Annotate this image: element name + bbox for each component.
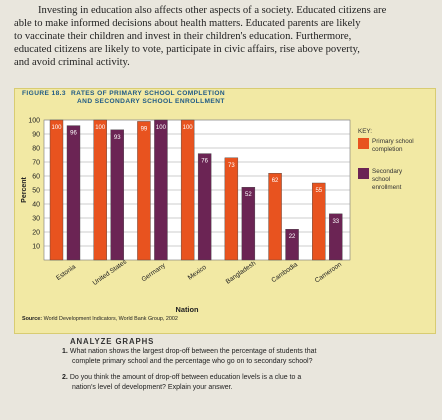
question-text: nation's level of development? Explain y… [72, 384, 233, 391]
data-label: 55 [315, 188, 322, 194]
data-label: 22 [289, 234, 296, 240]
primary-bar [49, 119, 64, 261]
x-tick-label: Cameroon [314, 261, 344, 285]
secondary-bar [154, 119, 168, 261]
intro-line: able to make informed decisions about he… [14, 18, 361, 29]
y-tick-label: 50 [32, 188, 40, 195]
secondary-bar [329, 213, 343, 261]
legend-item-secondary: Secondary school enrollment [358, 168, 414, 192]
primary-bar [268, 173, 282, 261]
question-text: Do you think the amount of drop-off betw… [69, 374, 302, 381]
y-tick-label: 60 [32, 174, 40, 181]
data-label: 93 [114, 135, 121, 141]
figure-title: FIGURE 18.3 RATES OF PRIMARY SCHOOL COMPL… [22, 90, 225, 106]
bar-chart: 10 20 30 40 50 60 70 80 90 100 Percent 100 96 Estonia… [21, 118, 351, 314]
x-axis-label: Nation [176, 305, 199, 314]
question-text: What nation shows the largest drop-off b… [69, 348, 317, 355]
data-label: 100 [51, 125, 62, 131]
source-text: World Development Indicators, World Bank… [42, 316, 178, 322]
primary-bar [93, 119, 107, 261]
primary-bar [137, 121, 151, 261]
secondary-bar [285, 228, 299, 261]
primary-bar [224, 157, 239, 261]
legend-item-primary: Primary school completion [358, 138, 414, 154]
analyze-heading: ANALYZE GRAPHS [70, 337, 155, 346]
secondary-bar [241, 186, 256, 261]
figure-title-line2: AND SECONDARY SCHOOL ENROLLMENT [77, 98, 225, 105]
source-label: Source: [22, 316, 43, 322]
x-tick-label: United States [92, 258, 129, 287]
x-tick-label: Bangladesh [225, 260, 258, 286]
intro-line: educated citizens are likely to vote, pa… [14, 44, 360, 55]
data-label: 73 [228, 163, 235, 169]
data-label: 100 [156, 125, 167, 131]
legend-swatch-primary [358, 138, 369, 149]
y-tick-label: 40 [32, 202, 40, 209]
legend-label: Secondary [372, 168, 403, 175]
legend-label: enrollment [372, 184, 402, 191]
data-label: 100 [95, 125, 106, 131]
question-number: 1. [62, 348, 68, 355]
figure-source: Source: World Development Indicators, Wo… [22, 316, 178, 322]
intro-line: and avoid criminal activity. [14, 57, 130, 68]
secondary-bar [110, 129, 124, 261]
question-1: 1. What nation shows the largest drop-off… [62, 347, 402, 367]
y-tick-label: 10 [32, 244, 40, 251]
legend-swatch-secondary [358, 168, 369, 179]
question-number: 2. [62, 374, 68, 381]
legend-label: completion [372, 146, 403, 153]
y-tick-label: 70 [32, 160, 40, 167]
y-tick-label: 80 [32, 146, 40, 153]
question-2: 2. Do you think the amount of drop-off be… [62, 373, 402, 393]
legend-label: Primary school [372, 138, 414, 145]
intro-line: to vaccinate their children and invest i… [14, 31, 352, 42]
legend-label: school [372, 176, 391, 183]
intro-line: Investing in education also affects othe… [38, 5, 387, 16]
x-tick-label: Germany [140, 262, 167, 284]
data-label: 52 [245, 192, 252, 198]
primary-bar [312, 182, 326, 261]
x-tick-label: Cambodia [270, 261, 299, 284]
y-axis-label: Percent [21, 176, 28, 202]
question-text: complete primary school and the percenta… [72, 358, 313, 365]
y-tick-label: 100 [28, 118, 40, 125]
figure-title-line1: RATES OF PRIMARY SCHOOL COMPLETION [70, 90, 226, 97]
data-label: 62 [272, 178, 279, 184]
legend-title: KEY: [358, 128, 373, 135]
data-label: 33 [332, 219, 339, 225]
x-tick-label: Estonia [55, 263, 77, 282]
chart-legend: KEY: Primary school completion Secondary… [358, 128, 414, 206]
y-tick-label: 90 [32, 132, 40, 139]
primary-bar [180, 119, 195, 261]
y-tick-label: 20 [32, 230, 40, 237]
secondary-bar [197, 153, 212, 261]
data-label: 99 [141, 126, 148, 132]
data-label: 96 [70, 131, 77, 137]
figure-number: FIGURE 18.3 [22, 90, 66, 97]
data-label: 76 [201, 159, 208, 165]
y-tick-label: 30 [32, 216, 40, 223]
x-tick-label: Mexico [187, 264, 208, 282]
data-label: 100 [183, 125, 194, 131]
secondary-bar [66, 125, 81, 261]
intro-paragraph: Investing in education also affects othe… [14, 4, 424, 69]
